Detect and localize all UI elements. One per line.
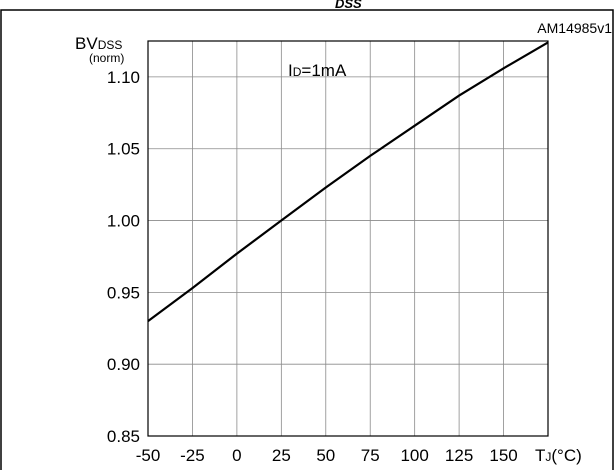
y-tick-label: 1.10: [107, 68, 140, 87]
y-tick-label: 0.90: [107, 355, 140, 374]
figure-caption-fragment: DSS: [335, 0, 362, 11]
annotation-main: I: [288, 61, 293, 80]
x-tick-label: 0: [232, 446, 241, 465]
x-tick-label: 25: [272, 446, 291, 465]
x-axis-label-unit: (°C): [551, 446, 581, 465]
y-tick-label: 1.00: [107, 212, 140, 231]
x-tick-label: 100: [400, 446, 428, 465]
figure-border: [0, 9, 614, 470]
x-tick-label: 50: [316, 446, 335, 465]
x-axis-label-main: T: [535, 446, 545, 465]
y-tick-label: 0.95: [107, 283, 140, 302]
plot-area: [147, 40, 549, 437]
x-tick-labels: -50 -25 0 25 50 75 100 125 150: [136, 446, 518, 465]
grid-lines: [148, 41, 548, 436]
figure-id: AM14985v1: [537, 20, 612, 36]
x-tick-label: 150: [489, 446, 517, 465]
annotation-rest: =1mA: [301, 61, 347, 80]
y-axis-unit: (norm): [89, 51, 124, 65]
x-tick-label: -50: [136, 446, 161, 465]
y-axis-label-sub: DSS: [98, 38, 123, 52]
x-axis-label: TJ(°C): [535, 446, 582, 465]
condition-annotation: ID=1mA: [288, 61, 347, 80]
x-tick-label: 75: [361, 446, 380, 465]
x-tick-label: 125: [445, 446, 473, 465]
series-line: [147, 41, 549, 322]
y-tick-label: 0.85: [107, 427, 140, 446]
y-tick-labels: 0.85 0.90 0.95 1.00 1.05 1.10: [107, 68, 140, 446]
annotation-sub: D: [293, 65, 302, 79]
y-tick-label: 1.05: [107, 140, 140, 159]
x-tick-label: -25: [180, 446, 205, 465]
y-axis-label: BVDSS: [75, 34, 122, 53]
plot-frame: [147, 40, 549, 437]
y-axis-label-main: BV: [75, 34, 98, 53]
x-axis-label-sub: J: [545, 450, 551, 464]
